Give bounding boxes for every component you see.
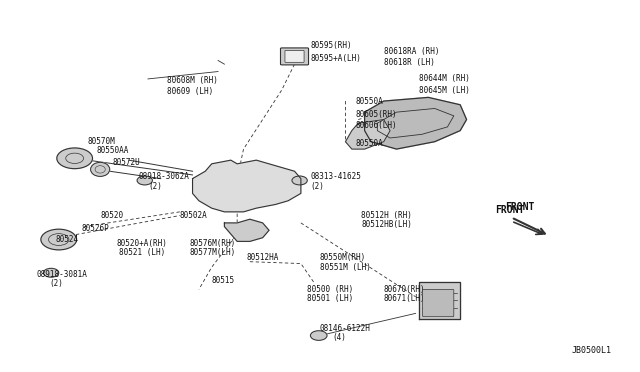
Text: 80551M (LH): 80551M (LH) [320, 263, 371, 272]
Text: 80550M(RH): 80550M(RH) [320, 253, 366, 263]
Text: 80512H (RH): 80512H (RH) [362, 211, 412, 220]
Text: 80572U: 80572U [113, 157, 141, 167]
Text: 80595+A(LH): 80595+A(LH) [310, 54, 362, 63]
FancyBboxPatch shape [280, 48, 308, 65]
Text: 08313-41625: 08313-41625 [310, 172, 362, 181]
Text: 80550AA: 80550AA [97, 147, 129, 155]
Circle shape [137, 176, 152, 185]
Text: 80515: 80515 [212, 276, 235, 285]
Text: 80606(LH): 80606(LH) [355, 121, 397, 129]
Text: 80502A: 80502A [180, 211, 207, 220]
Text: 80550A: 80550A [355, 139, 383, 148]
Polygon shape [419, 282, 460, 319]
Text: 80644M (RH): 80644M (RH) [419, 74, 470, 83]
Text: 80670(RH): 80670(RH) [384, 285, 426, 294]
Circle shape [310, 331, 327, 340]
Text: 08918-3081A: 08918-3081A [36, 270, 87, 279]
Text: 80645M (LH): 80645M (LH) [419, 86, 470, 94]
Ellipse shape [91, 162, 109, 176]
Text: FRONT: FRONT [495, 205, 525, 215]
Circle shape [41, 229, 77, 250]
Text: 80520: 80520 [100, 211, 124, 220]
Polygon shape [193, 160, 301, 212]
Text: 80520+A(RH): 80520+A(RH) [116, 239, 167, 248]
Text: (2): (2) [148, 182, 162, 190]
Polygon shape [346, 119, 390, 149]
Text: 80526P: 80526P [81, 224, 109, 233]
Text: 80570M: 80570M [88, 137, 115, 146]
Text: 08918-3062A: 08918-3062A [138, 172, 189, 181]
Circle shape [44, 268, 59, 277]
Text: 80576M(RH): 80576M(RH) [189, 239, 236, 248]
Text: (2): (2) [310, 182, 324, 190]
Text: 80671(LH): 80671(LH) [384, 294, 426, 303]
Polygon shape [225, 219, 269, 241]
Text: 80608M (RH): 80608M (RH) [167, 76, 218, 85]
Text: FRONT: FRONT [505, 202, 534, 212]
Text: JB0500L1: JB0500L1 [572, 346, 612, 355]
Text: 80512HB(LH): 80512HB(LH) [362, 220, 412, 229]
Text: 80512HA: 80512HA [246, 253, 279, 263]
Text: 80577M(LH): 80577M(LH) [189, 248, 236, 257]
Text: 80618R (LH): 80618R (LH) [384, 58, 435, 67]
Polygon shape [365, 97, 467, 149]
Text: 80501 (LH): 80501 (LH) [307, 294, 353, 303]
Text: 80605(RH): 80605(RH) [355, 109, 397, 119]
Text: 80521 (LH): 80521 (LH) [119, 248, 166, 257]
Text: (2): (2) [49, 279, 63, 288]
Circle shape [57, 148, 93, 169]
Text: 80595(RH): 80595(RH) [310, 41, 352, 50]
Text: (4): (4) [333, 333, 347, 342]
Text: 08146-6122H: 08146-6122H [320, 324, 371, 333]
Text: 80618RA (RH): 80618RA (RH) [384, 47, 439, 56]
Text: 80500 (RH): 80500 (RH) [307, 285, 353, 294]
FancyBboxPatch shape [285, 51, 304, 62]
Text: 80550A: 80550A [355, 97, 383, 106]
Circle shape [292, 176, 307, 185]
Text: 80609 (LH): 80609 (LH) [167, 87, 213, 96]
FancyBboxPatch shape [422, 289, 454, 317]
Text: 80524: 80524 [56, 235, 79, 244]
